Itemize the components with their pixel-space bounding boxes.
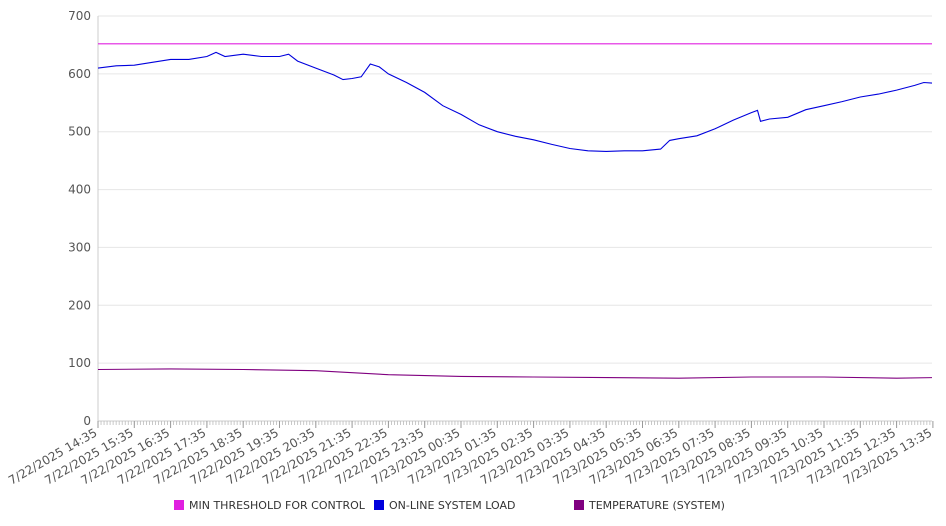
legend: MIN THRESHOLD FOR CONTROL ON-LINE SYSTEM … xyxy=(174,499,725,512)
y-tick-label: 400 xyxy=(68,183,91,197)
y-tick-label: 100 xyxy=(68,356,91,370)
y-tick-label: 300 xyxy=(68,240,91,254)
y-tick-label: 500 xyxy=(68,125,91,139)
legend-label-min-threshold-for-control: MIN THRESHOLD FOR CONTROL xyxy=(189,499,366,512)
y-tick-label: 200 xyxy=(68,298,91,312)
legend-swatch-on-line-system-load xyxy=(374,500,384,510)
grid-lines xyxy=(98,15,932,422)
legend-label-on-line-system-load: ON-LINE SYSTEM LOAD xyxy=(389,499,515,512)
y-tick-label: 600 xyxy=(68,67,91,81)
x-axis: 7/22/2025 14:357/22/2025 15:357/22/2025 … xyxy=(6,420,934,488)
y-axis: 0 100 200 300 400 500 600 700 xyxy=(68,9,99,428)
series-layer xyxy=(98,43,932,379)
y-tick-label: 700 xyxy=(68,9,91,23)
series-line-on-line-system-load xyxy=(98,51,932,152)
legend-label-temperature-system: TEMPERATURE (SYSTEM) xyxy=(588,499,725,512)
legend-swatch-min-threshold-for-control xyxy=(174,500,184,510)
y-tick-label: 0 xyxy=(83,414,91,428)
series-line-temperature-system xyxy=(98,368,932,379)
legend-swatch-temperature-system xyxy=(574,500,584,510)
